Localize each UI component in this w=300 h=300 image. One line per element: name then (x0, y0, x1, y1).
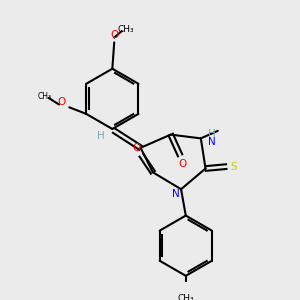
Text: CH₃: CH₃ (117, 25, 134, 34)
Text: H: H (97, 130, 105, 141)
Text: O: O (58, 97, 66, 107)
Text: N: N (208, 137, 216, 147)
Text: O: O (110, 30, 118, 40)
Text: O: O (178, 159, 186, 169)
Text: CH₃: CH₃ (38, 92, 52, 100)
Text: CH₃: CH₃ (178, 294, 194, 300)
Text: O: O (133, 143, 141, 153)
Text: N: N (172, 189, 180, 199)
Text: S: S (230, 162, 237, 172)
Text: H: H (208, 129, 216, 139)
